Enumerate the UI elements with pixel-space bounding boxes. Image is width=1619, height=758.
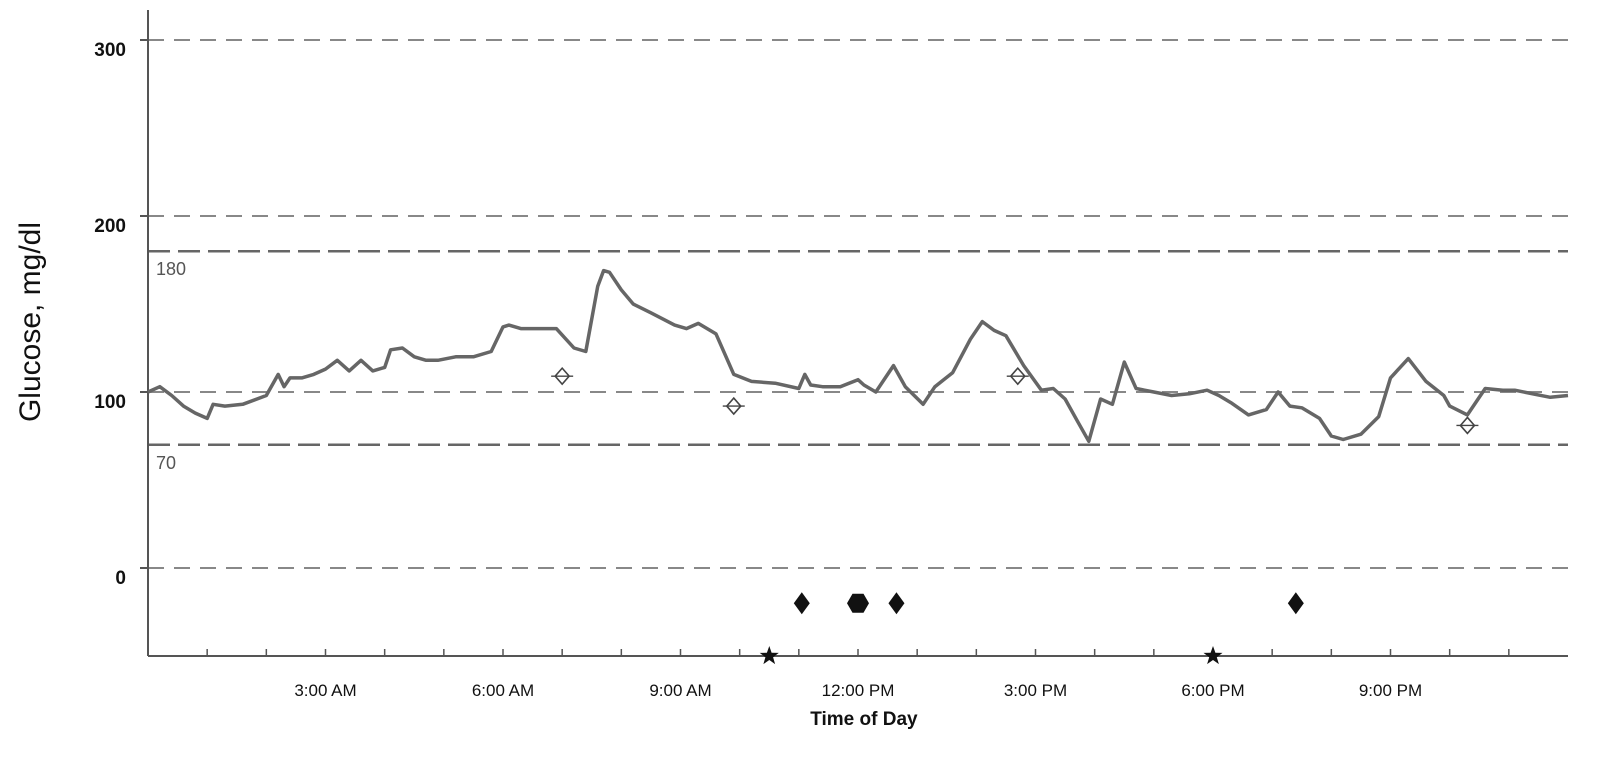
glucose-series-line	[147, 268, 1569, 444]
reference-line-label: 70	[156, 453, 176, 473]
open-diamond-marker	[1006, 366, 1029, 386]
x-tick-label: 6:00 AM	[472, 681, 534, 700]
x-tick-label: 12:00 PM	[822, 681, 895, 700]
reference-lines: 180 70	[148, 249, 1568, 473]
x-tick-label: 3:00 PM	[1004, 681, 1067, 700]
open-diamond-marker	[1456, 416, 1479, 435]
y-tick-label: 100	[94, 392, 126, 413]
star-marker	[759, 646, 779, 665]
reference-line-label: 180	[156, 259, 186, 279]
x-tick-label: 6:00 PM	[1181, 681, 1244, 700]
y-tick-label: 0	[115, 568, 126, 589]
x-tick-label: 9:00 AM	[649, 681, 711, 700]
filled-hexagon-marker	[847, 593, 869, 613]
filled-diamond-marker	[888, 592, 905, 615]
star-marker	[1203, 646, 1223, 665]
y-ticks: 0 100 200 300	[94, 39, 148, 589]
markers	[551, 366, 1479, 665]
filled-diamond-marker	[793, 592, 810, 615]
y-tick-label: 200	[94, 216, 126, 237]
open-diamond-marker	[722, 396, 745, 416]
x-axis-title: Time of Day	[810, 709, 918, 730]
x-ticks: 3:00 AM 6:00 AM 9:00 AM 12:00 PM 3:00 PM 6:00…	[206, 649, 1510, 700]
y-tick-label: 300	[94, 40, 126, 61]
filled-diamond-marker	[1287, 592, 1304, 615]
axes	[147, 10, 1568, 657]
open-diamond-marker	[551, 366, 574, 386]
x-tick-label: 9:00 PM	[1359, 681, 1422, 700]
y-axis-title: Glucose, mg/dl	[14, 222, 47, 422]
x-tick-label: 3:00 AM	[294, 681, 356, 700]
grid-lines	[148, 39, 1568, 569]
series	[147, 268, 1569, 444]
